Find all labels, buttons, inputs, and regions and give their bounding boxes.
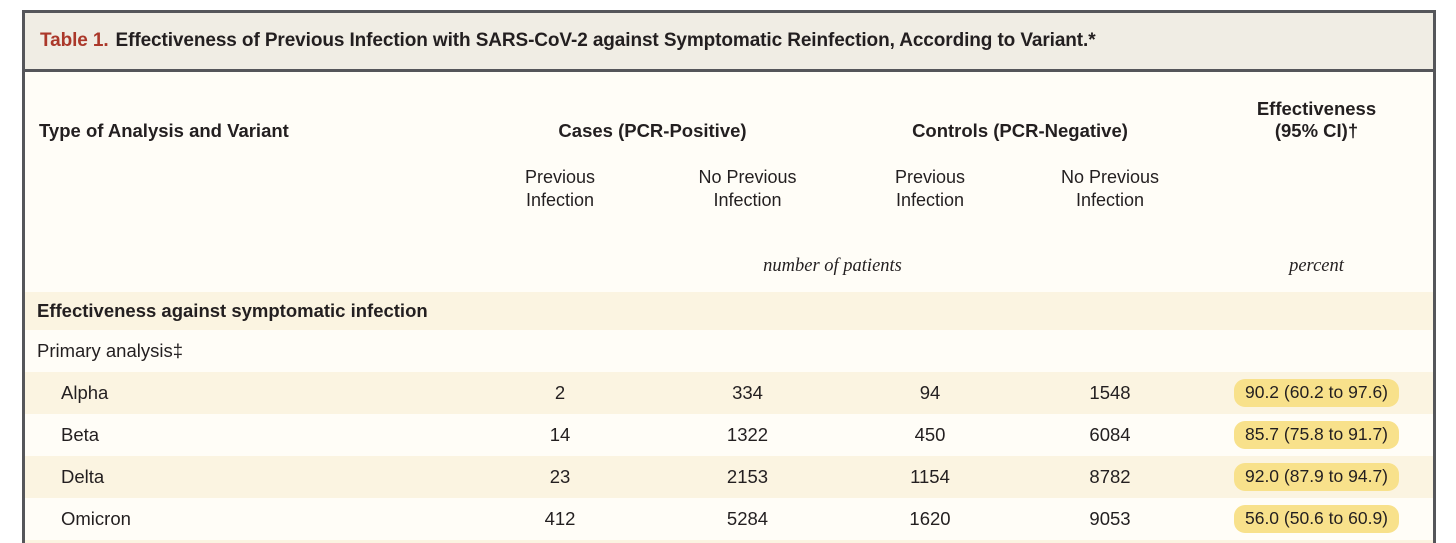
effectiveness-highlight: 92.0 (87.9 to 94.7) bbox=[1233, 463, 1400, 491]
controls-previous-value: 1154 bbox=[910, 466, 950, 487]
cases-no-previous-value: 2153 bbox=[726, 466, 769, 487]
table-row: Alpha 2 334 94 1548 90.2 (60.2 to 97.6) bbox=[25, 372, 1433, 414]
effectiveness-highlight: 56.0 (50.6 to 60.9) bbox=[1233, 505, 1400, 533]
subheader-cases-no-previous: No Previous Infection bbox=[698, 167, 797, 210]
units-percent: percent bbox=[1289, 256, 1344, 276]
column-header-controls-group: Controls (PCR-Negative) bbox=[912, 120, 1128, 141]
table-row: Omicron 412 5284 1620 9053 56.0 (50.6 to… bbox=[25, 498, 1433, 540]
subheader-controls-previous: Previous Infection bbox=[894, 167, 966, 210]
column-header-effectiveness: Effectiveness (95% CI)† bbox=[1200, 98, 1433, 142]
controls-no-previous-value: 9053 bbox=[1089, 508, 1131, 529]
column-header-analysis: Type of Analysis and Variant bbox=[39, 120, 289, 141]
table-title-text: Effectiveness of Previous Infection with… bbox=[115, 30, 1096, 51]
column-header-effectiveness-line2: (95% CI)† bbox=[1274, 120, 1359, 141]
subsection-row: Primary analysis‡ bbox=[25, 330, 1433, 372]
controls-no-previous-value: 6084 bbox=[1089, 424, 1131, 445]
variant-name: Beta bbox=[61, 424, 100, 445]
clipped-next-row bbox=[25, 540, 1433, 543]
effectiveness-cell: 90.2 (60.2 to 97.6) bbox=[1200, 379, 1433, 407]
cases-previous-value: 412 bbox=[544, 508, 576, 529]
table-frame: Table 1. Effectiveness of Previous Infec… bbox=[22, 10, 1436, 543]
table-row: Delta 23 2153 1154 8782 92.0 (87.9 to 94… bbox=[25, 456, 1433, 498]
subsection-label: Primary analysis‡ bbox=[37, 340, 183, 361]
column-subheader-row: Previous Infection No Previous Infection… bbox=[25, 166, 1433, 212]
table-row: Beta 14 1322 450 6084 85.7 (75.8 to 91.7… bbox=[25, 414, 1433, 456]
controls-no-previous-value: 8782 bbox=[1089, 466, 1131, 487]
subheader-cases-previous: Previous Infection bbox=[524, 167, 596, 210]
effectiveness-highlight: 90.2 (60.2 to 97.6) bbox=[1233, 379, 1400, 407]
controls-previous-value: 94 bbox=[919, 382, 941, 403]
effectiveness-cell: 85.7 (75.8 to 91.7) bbox=[1200, 421, 1433, 449]
variant-name: Omicron bbox=[61, 508, 131, 529]
cases-previous-value: 23 bbox=[549, 466, 571, 487]
variant-name: Alpha bbox=[61, 382, 109, 403]
variant-name: Delta bbox=[61, 466, 105, 487]
table-number-label: Table 1. bbox=[40, 30, 109, 51]
column-group-header-row: Type of Analysis and Variant Cases (PCR-… bbox=[25, 72, 1433, 142]
section-header: Effectiveness against symptomatic infect… bbox=[25, 292, 1433, 330]
column-header-effectiveness-line1: Effectiveness bbox=[1256, 98, 1377, 119]
units-spacer bbox=[25, 254, 465, 278]
cases-previous-value: 14 bbox=[549, 424, 571, 445]
effectiveness-cell: 56.0 (50.6 to 60.9) bbox=[1200, 505, 1433, 533]
effectiveness-cell: 92.0 (87.9 to 94.7) bbox=[1200, 463, 1433, 491]
effectiveness-highlight: 85.7 (75.8 to 91.7) bbox=[1233, 421, 1400, 449]
units-number-of-patients: number of patients bbox=[763, 256, 902, 276]
cases-previous-value: 2 bbox=[554, 382, 566, 403]
units-row: number of patients percent bbox=[25, 254, 1433, 278]
subheader-controls-no-previous: No Previous Infection bbox=[1060, 167, 1160, 210]
column-header-cases-group: Cases (PCR-Positive) bbox=[558, 120, 747, 141]
controls-no-previous-value: 1548 bbox=[1089, 382, 1131, 403]
controls-previous-value: 1620 bbox=[909, 508, 951, 529]
cases-no-previous-value: 334 bbox=[732, 382, 763, 403]
controls-previous-value: 450 bbox=[914, 424, 946, 445]
table-title-bar: Table 1. Effectiveness of Previous Infec… bbox=[25, 13, 1433, 72]
cases-no-previous-value: 5284 bbox=[726, 508, 769, 529]
cases-no-previous-value: 1322 bbox=[726, 424, 769, 445]
